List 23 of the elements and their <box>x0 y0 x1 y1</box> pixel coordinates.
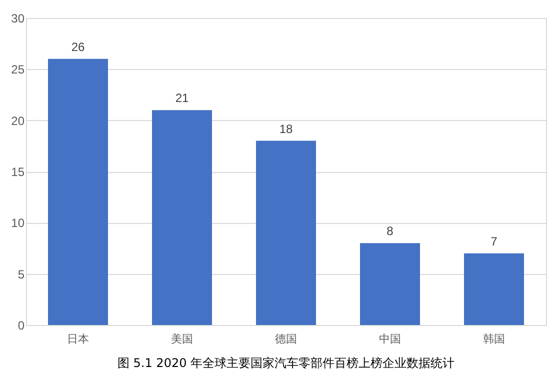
y-tick-label: 20 <box>11 114 25 128</box>
y-tick-label: 30 <box>11 12 25 26</box>
x-tick-label: 美国 <box>171 332 193 346</box>
y-tick-label: 10 <box>11 216 25 230</box>
text: 图 5.1 2020 年全球主要国家汽车零部件百榜上榜企业数据统计 <box>117 356 455 370</box>
bar <box>360 243 420 325</box>
x-tick-label: 中国 <box>379 332 401 346</box>
data-label: 26 <box>71 40 85 54</box>
x-tick-label: 日本 <box>67 332 89 346</box>
bar <box>152 110 212 325</box>
data-label: 21 <box>175 91 189 106</box>
bar <box>256 140 316 325</box>
y-tick-label: 15 <box>11 165 25 179</box>
data-label: 18 <box>279 122 293 136</box>
data-label: 8 <box>386 224 394 238</box>
y-tick-label: 25 <box>11 62 25 77</box>
x-tick-label: 德国 <box>275 332 297 346</box>
bar <box>48 58 108 325</box>
bar <box>464 253 524 325</box>
x-tick-label: 韩国 <box>483 332 505 346</box>
data-label: 7 <box>490 234 498 248</box>
y-tick-label: 5 <box>18 267 25 282</box>
y-tick-label: 0 <box>18 318 25 332</box>
